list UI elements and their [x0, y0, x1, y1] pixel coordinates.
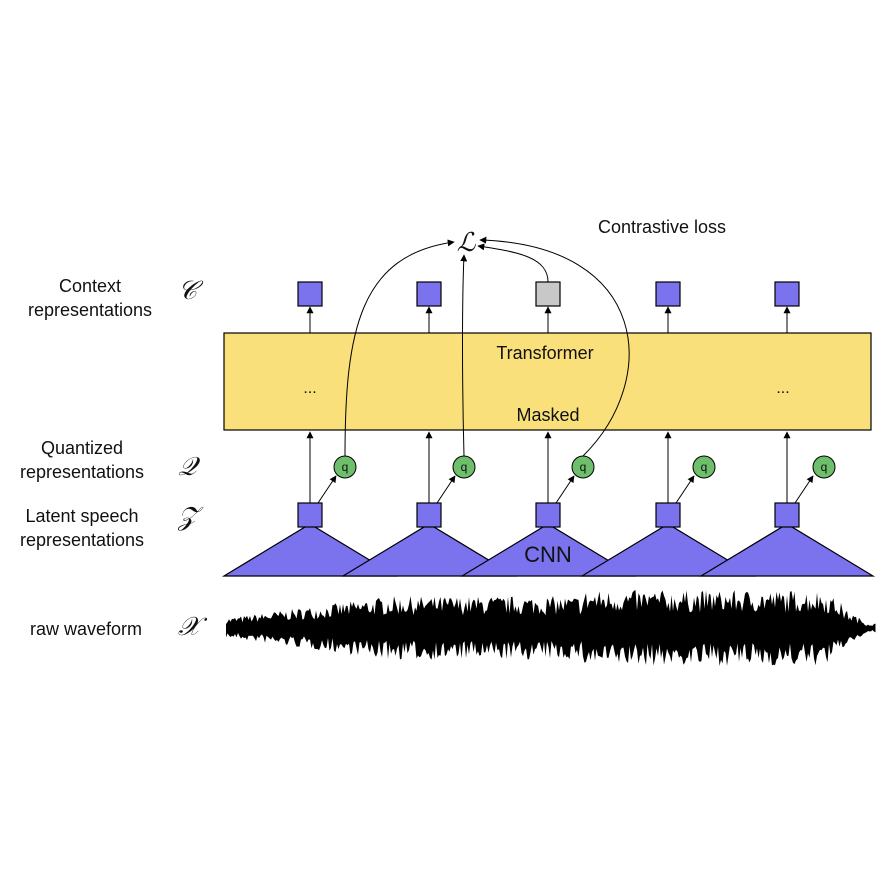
latent-boxes: [297, 502, 800, 528]
loss-label: Contrastive loss: [598, 217, 726, 237]
latent-to-transformer-arrows: [306, 431, 791, 503]
context-label-line1: Context: [58, 276, 122, 296]
quantized-row-label: Quantized representations: [2, 436, 162, 484]
transformer-block: Transformer Masked ... ...: [223, 332, 872, 431]
quantizer-label-3: q: [580, 460, 587, 474]
latent-box-3: [535, 502, 561, 528]
context-box-2: [416, 281, 442, 307]
transformer-to-context-arrows: [306, 306, 791, 333]
loss-arrow-from-q3: [479, 236, 630, 457]
q-arrow-4: [675, 475, 695, 504]
quantizer-label-4: q: [701, 460, 708, 474]
raw-symbol: 𝒳: [178, 612, 201, 642]
raw-row-label: raw waveform: [29, 619, 143, 639]
latent-box-4: [655, 502, 681, 528]
transformer-masked: Masked: [516, 405, 579, 425]
latent-label-line2: representations: [19, 530, 145, 550]
latent-row-label: Latent speech representations: [2, 504, 162, 552]
context-box-1: [297, 281, 323, 307]
context-box-masked: [535, 281, 561, 307]
quantizer-node-1: q: [333, 455, 357, 479]
transformer-title: Transformer: [496, 343, 593, 363]
cnn-triangle-4: [579, 523, 757, 577]
q-arrow-2: [436, 475, 456, 504]
quantizer-label-1: q: [342, 460, 349, 474]
latent-label-line1: Latent speech: [25, 506, 139, 526]
quantizer-node-2: q: [452, 455, 476, 479]
context-symbol: 𝒞: [178, 276, 197, 306]
raw-waveform: [226, 590, 876, 666]
transformer-ellipsis-right: ...: [776, 380, 789, 397]
quantizer-node-5: q: [812, 455, 836, 479]
context-boxes: [297, 281, 800, 307]
quantizer-nodes: q q q q q: [333, 455, 836, 479]
latent-to-quantizer-arrows: [317, 475, 814, 504]
quantized-symbol: 𝒬: [178, 452, 197, 482]
loss-symbol: ℒ: [457, 228, 477, 258]
latent-box-1: [297, 502, 323, 528]
quantizer-label-5: q: [821, 460, 828, 474]
transformer-ellipsis-left: ...: [303, 380, 316, 397]
quantizer-node-4: q: [692, 455, 716, 479]
latent-symbol: 𝒵: [178, 502, 198, 532]
quantized-label-line1: Quantized: [40, 438, 124, 458]
cnn-triangle-3: [459, 523, 637, 577]
quantizer-node-3: q: [571, 455, 595, 479]
quantizer-label-2: q: [461, 460, 468, 474]
q-arrow-3: [555, 475, 575, 504]
cnn-triangle-5: [698, 523, 876, 577]
cnn-triangle-1: [221, 523, 399, 577]
loss-arrow-from-q1: [344, 239, 455, 457]
q-arrow-5: [794, 475, 814, 504]
cnn-label: CNN: [524, 542, 572, 567]
q-arrow-1: [317, 475, 337, 504]
transformer-rect: [223, 332, 872, 431]
context-box-4: [655, 281, 681, 307]
contrastive-loss: ℒ Contrastive loss: [457, 217, 726, 258]
cnn-encoder: CNN: [221, 523, 876, 577]
loss-arrow-from-q2: [460, 254, 468, 457]
latent-box-2: [416, 502, 442, 528]
latent-box-5: [774, 502, 800, 528]
loss-arrow-from-masked: [477, 243, 549, 283]
context-label-line2: representations: [27, 300, 153, 320]
cnn-triangle-2: [340, 523, 518, 577]
loss-arrows: [344, 236, 630, 457]
context-box-5: [774, 281, 800, 307]
context-row-label: Context representations: [10, 274, 170, 322]
quantized-label-line2: representations: [19, 462, 145, 482]
